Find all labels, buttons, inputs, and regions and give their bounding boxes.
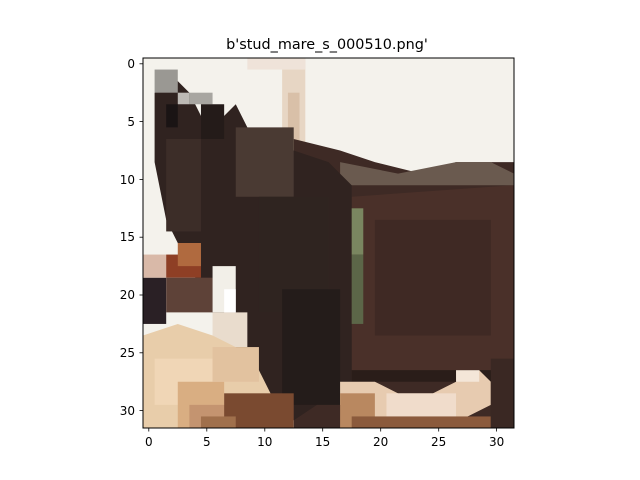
x-tick-label: 0 [145,435,153,449]
x-tick-label: 5 [203,435,211,449]
y-tick-label: 25 [120,346,135,360]
x-tick-label: 15 [315,435,330,449]
x-tick-label: 20 [373,435,388,449]
x-tick-label: 25 [431,435,446,449]
y-tick-label: 20 [120,288,135,302]
x-tick-label: 30 [489,435,504,449]
y-axis: 0 5 10 15 20 25 30 [120,57,143,418]
y-tick-label: 15 [120,230,135,244]
y-tick-label: 5 [127,115,135,129]
figure-title: b'stud_mare_s_000510.png' [226,37,428,53]
y-tick-label: 10 [120,173,135,187]
axes-frame [142,57,515,429]
x-tick-label: 10 [257,435,272,449]
pixel-image [143,58,514,428]
image-plot [142,57,515,429]
x-axis: 0 5 10 15 20 25 30 [145,428,504,449]
y-tick-label: 30 [120,404,135,418]
y-tick-label: 0 [127,57,135,71]
